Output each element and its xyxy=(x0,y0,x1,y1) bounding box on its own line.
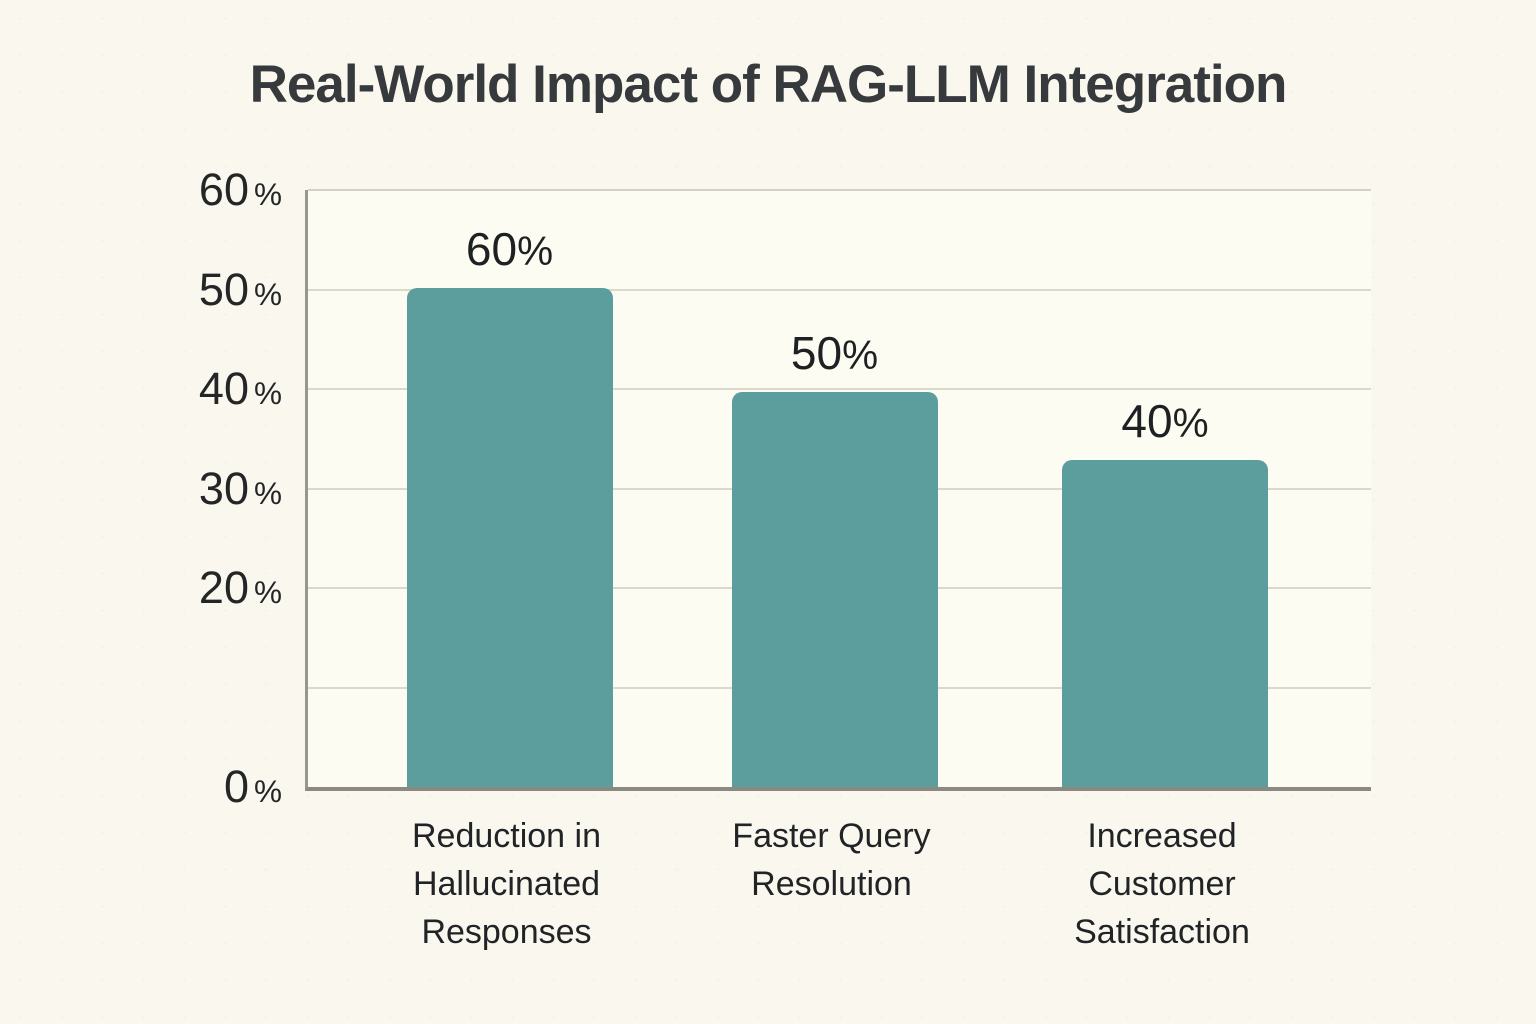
chart-title: Real-World Impact of RAG-LLM Integration xyxy=(249,55,1288,114)
percent-sign: % xyxy=(253,275,282,312)
category-label-line: Responses xyxy=(421,913,592,951)
category-label-line: Satisfaction xyxy=(1074,913,1250,951)
category-label-line: Resolution xyxy=(751,865,912,903)
percent-sign: % xyxy=(517,227,554,274)
gridline xyxy=(308,388,1371,390)
percent-sign: % xyxy=(253,176,282,212)
percent-sign: % xyxy=(253,574,282,610)
gridline xyxy=(308,288,1371,291)
percent-sign: % xyxy=(253,773,282,809)
percent-sign: % xyxy=(253,375,282,411)
bar-value-label: 40% xyxy=(1121,394,1209,447)
y-axis-tick-label: 30% xyxy=(198,462,282,514)
bar-value-label: 60% xyxy=(465,222,554,275)
bar xyxy=(406,287,613,787)
percent-sign: % xyxy=(253,474,282,511)
percent-sign: % xyxy=(842,332,879,378)
plot-area: 60% 50% 40% xyxy=(305,189,1371,791)
category-label-line: Increased xyxy=(1087,817,1237,855)
category-label-line: Hallucinated xyxy=(412,865,601,903)
gridline xyxy=(308,189,1371,191)
bar-value-label: 50% xyxy=(790,327,879,379)
bar xyxy=(731,392,938,787)
percent-sign: % xyxy=(1172,399,1209,446)
y-axis-tick-label: 60% xyxy=(198,164,282,215)
y-axis-tick-label: 50% xyxy=(198,263,282,315)
category-label-line: Reduction in xyxy=(411,817,601,855)
y-axis-tick-label: 20% xyxy=(198,562,282,613)
y-axis-tick-label: 40% xyxy=(198,363,282,414)
bar xyxy=(1062,459,1268,787)
category-label: Reduction in Hallucinated Responses xyxy=(327,812,687,956)
category-label-line: Customer xyxy=(1088,865,1236,903)
category-label: Faster Query Resolution xyxy=(652,812,1012,908)
y-axis-tick-label: 0% xyxy=(223,761,282,812)
category-label: Increased Customer Satisfaction xyxy=(982,812,1342,956)
category-label-line: Faster Query xyxy=(732,817,931,855)
